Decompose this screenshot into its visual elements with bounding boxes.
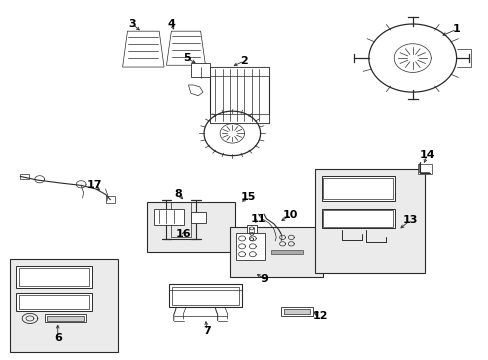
Text: 6: 6 [54,333,61,343]
Text: 3: 3 [128,19,136,29]
Text: 16: 16 [175,229,191,239]
Bar [16,266,92,288]
Bar [19,295,89,309]
Text: 5: 5 [183,53,190,63]
Bar [235,233,264,260]
Bar [16,293,92,311]
Bar [210,114,268,123]
Bar [210,67,268,123]
Bar [321,209,394,228]
Text: 17: 17 [87,180,102,190]
Text: 7: 7 [203,325,210,336]
Bar [281,307,312,316]
Text: 12: 12 [312,311,327,321]
Text: 4: 4 [167,19,175,29]
Bar [190,63,210,77]
Bar [190,212,206,223]
Bar [417,164,431,174]
Bar [283,309,310,315]
Text: 10: 10 [283,210,298,220]
Text: 2: 2 [240,56,248,66]
Bar [323,210,392,227]
Text: 1: 1 [452,24,460,35]
Text: 11: 11 [250,215,265,224]
Bar [168,284,242,307]
Bar [19,268,89,286]
Bar [229,226,322,277]
Bar [210,67,268,76]
Bar [323,178,392,199]
Bar [105,196,115,203]
Bar [47,316,83,321]
Bar [10,259,118,352]
Bar [147,202,234,252]
Text: 13: 13 [402,215,417,225]
Bar [44,315,86,322]
Text: 9: 9 [260,274,267,284]
Bar [315,169,424,273]
Text: 15: 15 [240,192,256,202]
Polygon shape [122,31,163,67]
Bar [154,209,183,225]
Polygon shape [166,31,205,65]
Bar [271,250,303,254]
Text: 8: 8 [174,189,182,199]
Polygon shape [188,85,203,96]
Bar [246,225,256,246]
Text: 14: 14 [419,150,434,160]
Bar [172,287,238,305]
Bar [321,176,394,201]
Bar [20,174,29,179]
